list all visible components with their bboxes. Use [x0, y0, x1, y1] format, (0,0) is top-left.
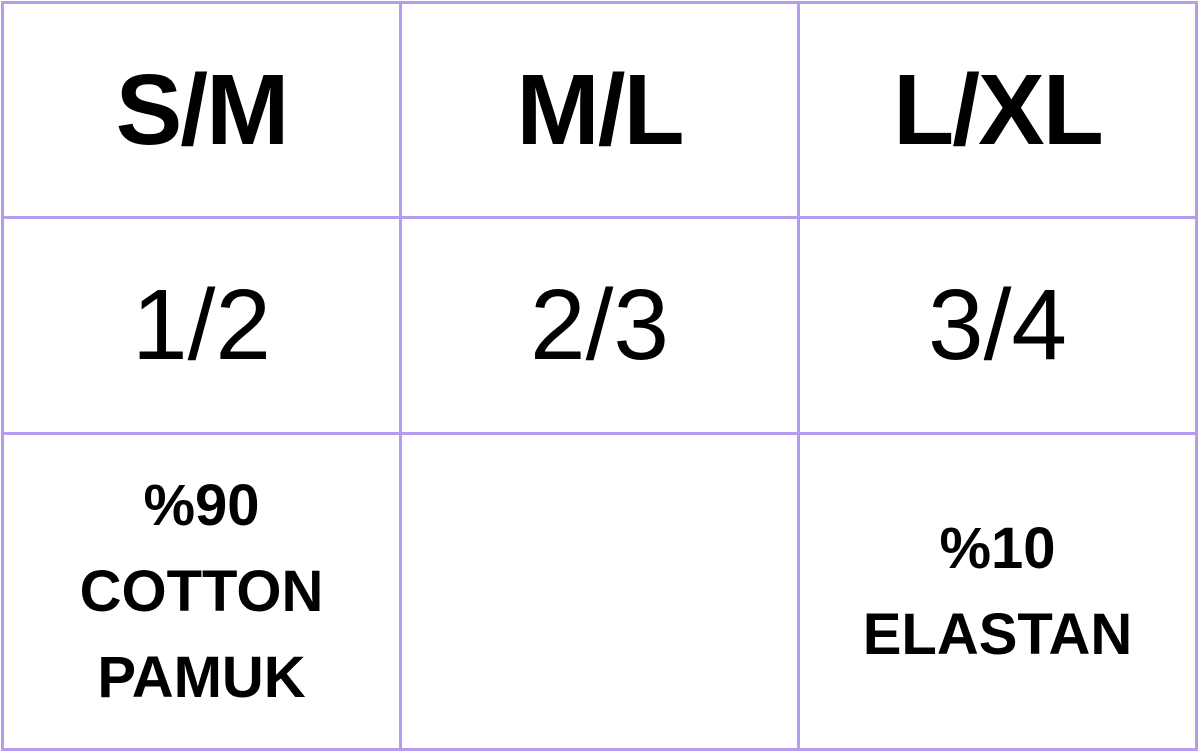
material-name: COTTON: [79, 558, 324, 624]
material-row: %90 COTTON PAMUK %10 ELASTAN: [1, 432, 1198, 751]
fit-row: 1/2 2/3 3/4: [1, 216, 1198, 435]
material-name: ELASTAN: [862, 601, 1133, 667]
material-percent: %90: [143, 472, 260, 538]
size-cell: L/XL: [797, 1, 1198, 219]
material-cell: %10 ELASTAN: [797, 432, 1198, 751]
material-name-local: PAMUK: [97, 644, 306, 710]
size-row: S/M M/L L/XL: [1, 1, 1198, 219]
material-cell: %90 COTTON PAMUK: [1, 432, 402, 751]
size-cell: M/L: [399, 1, 800, 219]
fit-cell: 1/2: [1, 216, 402, 435]
size-cell: S/M: [1, 1, 402, 219]
material-percent: %10: [939, 515, 1056, 581]
fit-cell: 2/3: [399, 216, 800, 435]
fit-cell: 3/4: [797, 216, 1198, 435]
material-cell-empty: [399, 432, 800, 751]
